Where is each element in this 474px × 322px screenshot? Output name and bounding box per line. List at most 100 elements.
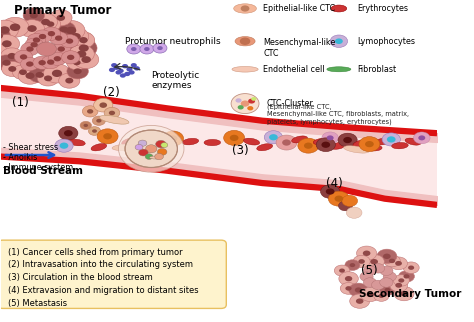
Circle shape — [109, 68, 115, 72]
Circle shape — [340, 282, 357, 294]
Circle shape — [50, 10, 72, 26]
Circle shape — [163, 131, 183, 146]
Circle shape — [69, 45, 94, 63]
Circle shape — [118, 125, 184, 172]
Circle shape — [342, 195, 358, 206]
Ellipse shape — [149, 156, 162, 159]
Circle shape — [237, 105, 244, 109]
Polygon shape — [0, 88, 437, 205]
Circle shape — [60, 34, 79, 48]
Circle shape — [334, 265, 350, 276]
Circle shape — [349, 283, 368, 297]
Circle shape — [276, 135, 297, 150]
Circle shape — [408, 266, 414, 270]
Circle shape — [384, 255, 400, 267]
Ellipse shape — [331, 142, 347, 149]
Circle shape — [389, 259, 395, 263]
Circle shape — [71, 33, 81, 40]
Circle shape — [370, 259, 378, 264]
Circle shape — [128, 70, 135, 75]
Circle shape — [138, 140, 147, 146]
Circle shape — [111, 63, 117, 67]
Ellipse shape — [100, 116, 129, 124]
Circle shape — [248, 99, 255, 104]
Circle shape — [37, 71, 59, 86]
Circle shape — [0, 27, 10, 44]
Circle shape — [41, 55, 60, 69]
Circle shape — [56, 15, 65, 21]
Circle shape — [298, 138, 319, 153]
Text: (1) Cancer cells shed from primary tumor
(2) Intravasation into the circulating : (1) Cancer cells shed from primary tumor… — [8, 248, 199, 308]
Circle shape — [0, 26, 10, 34]
Circle shape — [26, 46, 34, 52]
Circle shape — [131, 47, 137, 51]
Circle shape — [161, 143, 168, 147]
Circle shape — [264, 131, 283, 144]
Text: Lymophocytes: Lymophocytes — [357, 37, 415, 46]
Ellipse shape — [405, 138, 421, 145]
Text: CTC-Cluster: CTC-Cluster — [266, 99, 313, 108]
Circle shape — [19, 20, 45, 37]
Circle shape — [82, 56, 91, 63]
Circle shape — [87, 109, 93, 114]
Circle shape — [26, 72, 35, 79]
Circle shape — [380, 266, 393, 276]
Circle shape — [14, 50, 33, 63]
Circle shape — [394, 287, 414, 301]
Circle shape — [390, 257, 408, 270]
Circle shape — [395, 283, 402, 288]
Circle shape — [384, 288, 391, 292]
Circle shape — [36, 42, 56, 56]
Ellipse shape — [11, 71, 27, 80]
Circle shape — [379, 294, 384, 298]
Circle shape — [46, 21, 55, 27]
Ellipse shape — [292, 136, 308, 143]
Circle shape — [383, 272, 396, 281]
Circle shape — [353, 255, 370, 268]
Circle shape — [349, 263, 355, 267]
Circle shape — [144, 47, 150, 51]
Circle shape — [330, 35, 347, 47]
Circle shape — [27, 33, 46, 47]
Ellipse shape — [134, 146, 160, 152]
Circle shape — [55, 35, 63, 41]
Circle shape — [40, 17, 61, 32]
Text: (Epithelial-like CTC,
Mesenchymal-like CTC, fibroblasts, matrix,
platelets, lymp: (Epithelial-like CTC, Mesenchymal-like C… — [267, 104, 409, 125]
Text: Protumor neutrophils: Protumor neutrophils — [125, 37, 221, 45]
Circle shape — [343, 137, 352, 143]
Circle shape — [146, 145, 157, 153]
Ellipse shape — [235, 37, 255, 46]
Circle shape — [363, 251, 371, 256]
Circle shape — [55, 139, 73, 152]
Circle shape — [60, 26, 68, 33]
Circle shape — [92, 129, 97, 133]
Circle shape — [109, 111, 115, 115]
Circle shape — [383, 254, 391, 259]
Circle shape — [138, 149, 148, 156]
FancyBboxPatch shape — [0, 240, 226, 308]
Circle shape — [236, 98, 242, 103]
Circle shape — [374, 290, 389, 301]
Circle shape — [122, 64, 128, 68]
Circle shape — [27, 25, 37, 32]
Circle shape — [387, 136, 396, 143]
Ellipse shape — [69, 139, 85, 146]
Ellipse shape — [392, 143, 408, 149]
Circle shape — [44, 64, 71, 83]
Circle shape — [19, 69, 27, 75]
Circle shape — [120, 73, 126, 78]
Text: Epithelial-like CTC: Epithelial-like CTC — [264, 4, 336, 13]
Circle shape — [2, 40, 12, 47]
Circle shape — [64, 130, 73, 136]
Circle shape — [38, 60, 46, 65]
Circle shape — [52, 70, 62, 77]
Circle shape — [321, 142, 330, 148]
Circle shape — [380, 278, 393, 287]
Ellipse shape — [353, 140, 368, 147]
Circle shape — [47, 60, 55, 65]
Circle shape — [131, 63, 137, 67]
Circle shape — [338, 133, 357, 147]
Circle shape — [104, 107, 120, 118]
Text: Secondary Tumor: Secondary Tumor — [358, 289, 461, 299]
Circle shape — [125, 130, 177, 167]
